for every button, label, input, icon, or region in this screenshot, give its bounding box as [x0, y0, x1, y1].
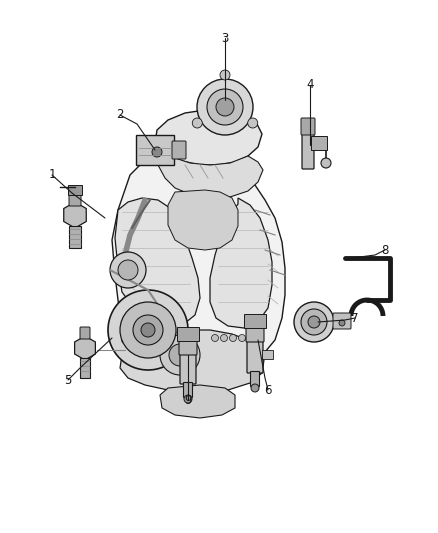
FancyBboxPatch shape [179, 337, 197, 355]
Circle shape [207, 89, 243, 125]
Text: 9: 9 [184, 393, 192, 407]
Polygon shape [168, 190, 238, 250]
Circle shape [220, 335, 227, 342]
FancyBboxPatch shape [251, 372, 259, 386]
Circle shape [212, 335, 219, 342]
Text: 3: 3 [221, 31, 229, 44]
Circle shape [321, 158, 331, 168]
Circle shape [301, 309, 327, 335]
FancyBboxPatch shape [311, 136, 327, 150]
Circle shape [153, 336, 160, 343]
Circle shape [133, 315, 163, 345]
Text: 8: 8 [381, 244, 389, 256]
Circle shape [230, 335, 237, 342]
Circle shape [247, 335, 254, 342]
Circle shape [339, 320, 345, 326]
Circle shape [121, 336, 128, 343]
Circle shape [248, 118, 258, 128]
Circle shape [220, 70, 230, 80]
Circle shape [197, 79, 253, 135]
FancyBboxPatch shape [261, 350, 272, 359]
Polygon shape [155, 110, 262, 165]
FancyBboxPatch shape [302, 132, 314, 169]
FancyBboxPatch shape [68, 185, 82, 195]
Circle shape [216, 98, 234, 116]
Polygon shape [115, 198, 200, 325]
Circle shape [251, 384, 259, 392]
Circle shape [130, 336, 137, 343]
Circle shape [118, 260, 138, 280]
Polygon shape [120, 330, 264, 392]
Polygon shape [160, 385, 235, 418]
Text: 4: 4 [306, 78, 314, 92]
Polygon shape [210, 198, 272, 328]
FancyBboxPatch shape [184, 383, 192, 398]
Circle shape [108, 290, 188, 370]
Circle shape [145, 336, 152, 343]
Circle shape [184, 395, 192, 403]
FancyBboxPatch shape [247, 339, 263, 373]
Text: 6: 6 [264, 384, 272, 397]
Polygon shape [112, 153, 285, 372]
Polygon shape [158, 156, 263, 198]
Circle shape [138, 336, 145, 343]
Circle shape [294, 302, 334, 342]
FancyBboxPatch shape [172, 141, 186, 159]
FancyBboxPatch shape [244, 314, 266, 328]
Circle shape [141, 323, 155, 337]
Circle shape [160, 335, 200, 375]
FancyBboxPatch shape [69, 226, 81, 248]
Circle shape [152, 147, 162, 157]
FancyBboxPatch shape [80, 327, 90, 339]
Circle shape [120, 302, 176, 358]
Circle shape [239, 335, 246, 342]
Text: 2: 2 [116, 109, 124, 122]
FancyBboxPatch shape [246, 324, 264, 342]
Circle shape [169, 344, 191, 366]
FancyBboxPatch shape [301, 118, 315, 135]
Polygon shape [74, 336, 95, 360]
FancyBboxPatch shape [69, 192, 81, 206]
FancyBboxPatch shape [333, 313, 351, 329]
Polygon shape [64, 202, 86, 228]
FancyBboxPatch shape [80, 358, 90, 378]
Text: 1: 1 [48, 168, 56, 182]
Text: 5: 5 [64, 374, 72, 386]
Text: 7: 7 [351, 311, 359, 325]
Circle shape [192, 118, 202, 128]
Circle shape [308, 316, 320, 328]
FancyBboxPatch shape [180, 352, 196, 384]
FancyBboxPatch shape [136, 135, 174, 165]
Circle shape [110, 252, 146, 288]
FancyBboxPatch shape [177, 327, 199, 341]
